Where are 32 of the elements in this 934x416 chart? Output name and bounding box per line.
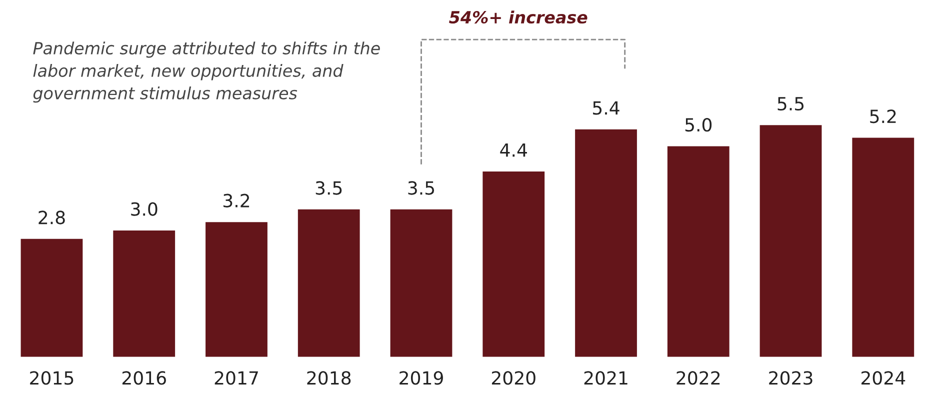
x-tick-label: 2024: [861, 371, 906, 385]
data-label: 3.2: [224, 194, 250, 208]
data-label: 3.5: [316, 181, 342, 195]
text: 54%+ increase: [449, 10, 588, 24]
bar: [206, 222, 268, 357]
x-tick-label: 2023: [769, 371, 812, 385]
bar: [575, 129, 637, 357]
text: Pandemic surge attributed to shifts in the labor market, new opportunities, and government stimulus measures: [33, 42, 380, 103]
bar: [667, 146, 730, 357]
bar: [482, 172, 545, 357]
bar: [113, 230, 176, 357]
bar: [390, 209, 452, 357]
x-tick-label: 2019: [400, 371, 443, 385]
x-tick-label: 2018: [307, 371, 351, 385]
x-tick-label: 2021: [584, 371, 628, 385]
x-tick-label: 2016: [122, 371, 166, 385]
data-label: 3.0: [131, 202, 158, 216]
data-label: 5.4: [593, 101, 620, 115]
data-label: 5.0: [685, 118, 712, 132]
data-label: 5.5: [778, 97, 804, 111]
bar: [852, 138, 914, 357]
x-tick-label: 2015: [30, 371, 74, 385]
data-label: 4.4: [500, 143, 527, 157]
bar: [298, 209, 360, 357]
bar: [20, 238, 83, 357]
data-label: 5.2: [870, 110, 896, 124]
x-tick-label: 2022: [676, 371, 720, 385]
data-label: 3.5: [408, 181, 434, 195]
data-label: 2.8: [38, 210, 65, 224]
bar: [760, 125, 822, 357]
x-tick-label: 2017: [214, 371, 258, 385]
x-tick-label: 2020: [492, 371, 536, 385]
